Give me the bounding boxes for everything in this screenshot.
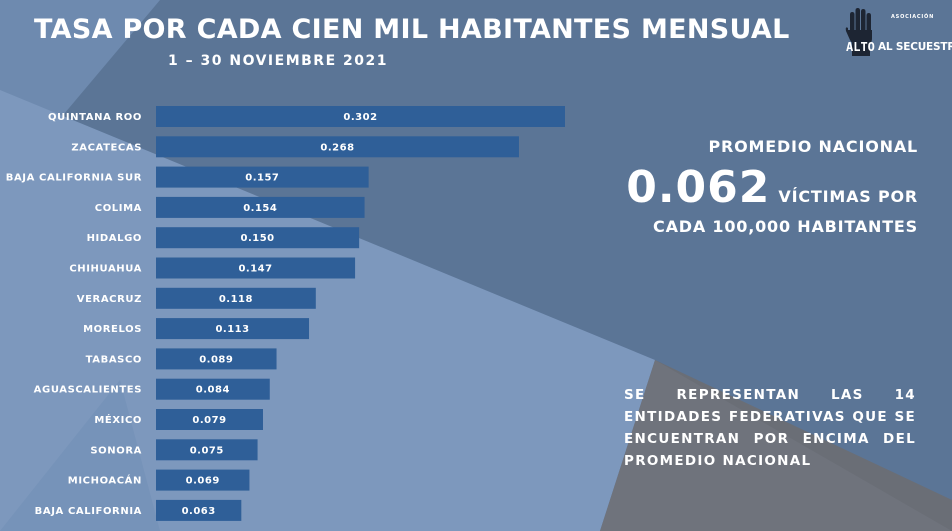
average-unit-line2: CADA 100,000 HABITANTES	[653, 217, 918, 236]
category-label: MICHOACÁN	[68, 474, 142, 487]
category-label: MÉXICO	[94, 413, 142, 426]
value-label: 0.268	[320, 142, 354, 153]
value-label: 0.089	[199, 354, 233, 365]
category-label: SONORA	[90, 445, 142, 456]
value-label: 0.302	[343, 112, 377, 123]
bar	[156, 439, 258, 461]
bar	[156, 106, 565, 127]
category-label: ZACATECAS	[71, 142, 142, 153]
logo-small-text: ASOCIACIÓN	[891, 14, 935, 20]
bar	[156, 499, 242, 521]
bar	[156, 409, 263, 430]
bar	[156, 257, 356, 279]
bar	[156, 196, 365, 218]
bar	[156, 318, 310, 340]
category-label: VERACRUZ	[77, 294, 142, 305]
value-label: 0.075	[190, 445, 224, 456]
category-label: HIDALGO	[87, 233, 142, 244]
logo-name-text: AL SECUESTRO	[878, 41, 952, 53]
average-value: 0.062	[626, 162, 771, 213]
category-label: QUINTANA ROO	[48, 112, 142, 123]
value-label: 0.069	[186, 476, 220, 487]
bar	[156, 378, 270, 400]
category-label: MORELOS	[83, 324, 142, 335]
value-label: 0.113	[215, 324, 249, 335]
category-label: BAJA CALIFORNIA SUR	[6, 173, 142, 184]
category-label: TABASCO	[86, 354, 142, 365]
value-label: 0.147	[238, 264, 272, 275]
average-heading: PROMEDIO NACIONAL	[708, 137, 918, 156]
value-label: 0.118	[219, 294, 253, 305]
date-range-subtitle: 1 – 30 NOVIEMBRE 2021	[168, 53, 388, 69]
value-label: 0.157	[245, 173, 279, 184]
page-title: TASA POR CADA CIEN MIL HABITANTES MENSUA…	[34, 14, 790, 45]
value-label: 0.063	[182, 506, 216, 517]
average-unit-line1: VÍCTIMAS POR	[778, 187, 918, 206]
logo-alto-text: ALTO	[846, 40, 875, 54]
category-label: CHIHUAHUA	[69, 264, 142, 275]
value-label: 0.154	[243, 203, 277, 214]
bar	[156, 348, 277, 370]
bar	[156, 227, 360, 249]
bar	[156, 166, 369, 188]
footnote-text: SE REPRESENTAN LAS 14 ENTIDADES FEDERATI…	[624, 387, 916, 469]
raised-hand-icon	[845, 8, 872, 56]
value-label: 0.150	[241, 233, 275, 244]
value-label: 0.084	[196, 385, 230, 396]
bar	[156, 287, 316, 309]
category-label: COLIMA	[95, 203, 142, 214]
category-label: AGUASCALIENTES	[34, 385, 142, 396]
category-label: BAJA CALIFORNIA	[35, 506, 142, 517]
value-label: 0.079	[192, 415, 226, 426]
bar	[156, 469, 250, 491]
average-line: 0.062 VÍCTIMAS POR	[626, 162, 918, 213]
alto-al-secuestro-logo: ASOCIACIÓN ALTO AL SECUESTRO	[844, 6, 952, 60]
bar	[156, 136, 519, 158]
